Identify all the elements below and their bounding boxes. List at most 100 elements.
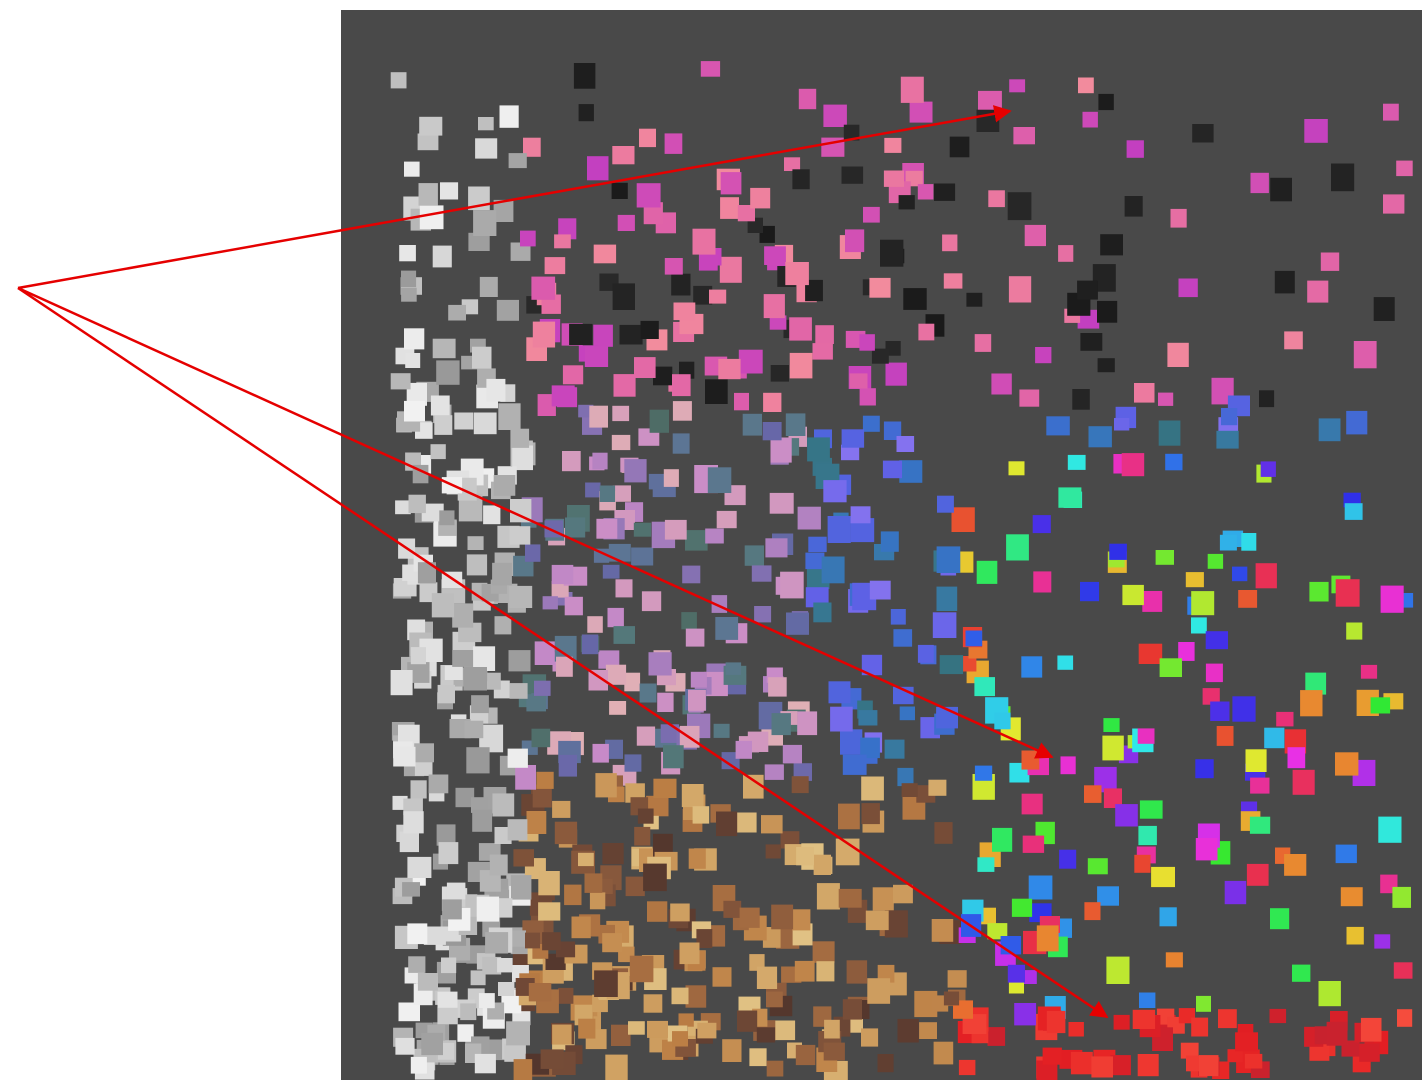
thumbnail: [1139, 992, 1156, 1008]
thumbnail: [442, 899, 462, 920]
thumbnail: [861, 654, 883, 676]
thumbnail: [493, 199, 514, 222]
thumbnail: [1340, 887, 1363, 907]
thumbnail: [1046, 416, 1070, 436]
thumbnail: [1331, 163, 1355, 192]
thumbnail: [470, 970, 486, 986]
thumbnail: [476, 896, 500, 922]
thumbnail: [624, 459, 647, 483]
thumbnail: [1100, 234, 1123, 256]
thumbnail: [611, 182, 628, 199]
thumbnail: [897, 1018, 919, 1043]
thumbnail: [987, 1027, 1006, 1046]
thumbnail: [1191, 617, 1207, 634]
thumbnail: [624, 672, 641, 692]
thumbnail: [637, 808, 654, 824]
arrows: [17, 105, 1109, 1019]
thumbnail: [1115, 804, 1138, 827]
thumbnail: [393, 746, 416, 767]
thumbnail: [468, 232, 490, 251]
thumbnail: [1232, 566, 1248, 582]
thumbnail: [581, 634, 599, 655]
thumbnail: [631, 547, 654, 566]
thumbnail: [742, 413, 762, 436]
thumbnail: [545, 953, 566, 970]
thumbnail: [712, 967, 732, 987]
thumbnail: [492, 793, 515, 817]
thumbnail: [735, 740, 752, 759]
thumbnail: [882, 460, 902, 479]
thumbnail: [842, 999, 862, 1020]
thumbnail: [734, 392, 749, 411]
thumbnail: [1216, 430, 1239, 449]
thumbnail: [506, 1021, 530, 1046]
thumbnails: [390, 61, 1414, 1080]
thumbnail: [805, 552, 825, 570]
thumbnail: [587, 616, 603, 633]
thumbnail: [763, 294, 785, 319]
thumbnail: [1216, 726, 1234, 746]
thumbnail: [1276, 711, 1294, 727]
thumbnail: [1109, 543, 1127, 560]
thumbnail: [795, 1044, 816, 1066]
thumbnail: [1046, 1010, 1066, 1034]
thumbnail: [796, 847, 814, 866]
thumbnail: [474, 1053, 496, 1074]
thumbnail: [1359, 1043, 1380, 1062]
thumbnail: [1142, 591, 1163, 612]
thumbnail: [1195, 838, 1218, 861]
arrow: [17, 105, 1012, 290]
thumbnail: [1088, 426, 1112, 448]
thumbnail: [1122, 584, 1144, 606]
thumbnail: [771, 904, 794, 930]
thumbnail: [942, 234, 958, 252]
thumbnail: [1274, 270, 1295, 294]
thumbnail: [1264, 727, 1285, 749]
thumbnail: [634, 357, 656, 378]
thumbnail: [685, 530, 708, 551]
thumbnail: [598, 650, 620, 669]
thumbnail: [510, 242, 531, 261]
thumbnail: [1207, 553, 1224, 569]
thumbnail: [812, 343, 833, 360]
thumbnail: [862, 415, 880, 432]
thumbnail: [552, 800, 571, 818]
thumbnail: [966, 292, 983, 307]
thumbnail: [641, 591, 662, 612]
thumbnail: [649, 409, 669, 433]
thumbnail: [813, 854, 831, 875]
thumbnail: [827, 516, 851, 543]
thumbnail: [624, 754, 642, 772]
thumbnail: [1241, 533, 1257, 551]
thumbnail: [612, 146, 635, 165]
thumbnail: [441, 957, 457, 974]
thumbnail: [1219, 534, 1237, 551]
thumbnail: [1218, 1009, 1237, 1029]
thumbnail: [883, 170, 904, 187]
thumbnail: [421, 503, 444, 522]
thumbnail: [1009, 79, 1026, 93]
thumbnail: [1021, 970, 1037, 984]
thumbnail: [991, 373, 1012, 395]
thumbnail: [1124, 196, 1143, 217]
thumbnail: [498, 982, 515, 996]
thumbnail: [537, 394, 556, 416]
thumbnail: [536, 771, 554, 789]
thumbnail: [406, 382, 427, 406]
thumbnail: [408, 956, 426, 973]
thumbnail: [698, 254, 718, 271]
thumbnail: [682, 565, 701, 584]
thumbnail: [1246, 863, 1269, 886]
thumbnail: [838, 803, 860, 830]
thumbnail: [589, 892, 606, 910]
thumbnail: [903, 288, 927, 310]
thumbnail: [900, 76, 924, 103]
thumbnail: [937, 495, 954, 513]
thumbnail: [1260, 461, 1276, 477]
thumbnail: [1360, 1017, 1382, 1042]
thumbnail: [1318, 418, 1341, 442]
thumbnail: [602, 843, 624, 865]
thumbnail: [798, 88, 817, 110]
thumbnail: [1191, 1017, 1209, 1037]
thumbnail: [805, 279, 823, 302]
